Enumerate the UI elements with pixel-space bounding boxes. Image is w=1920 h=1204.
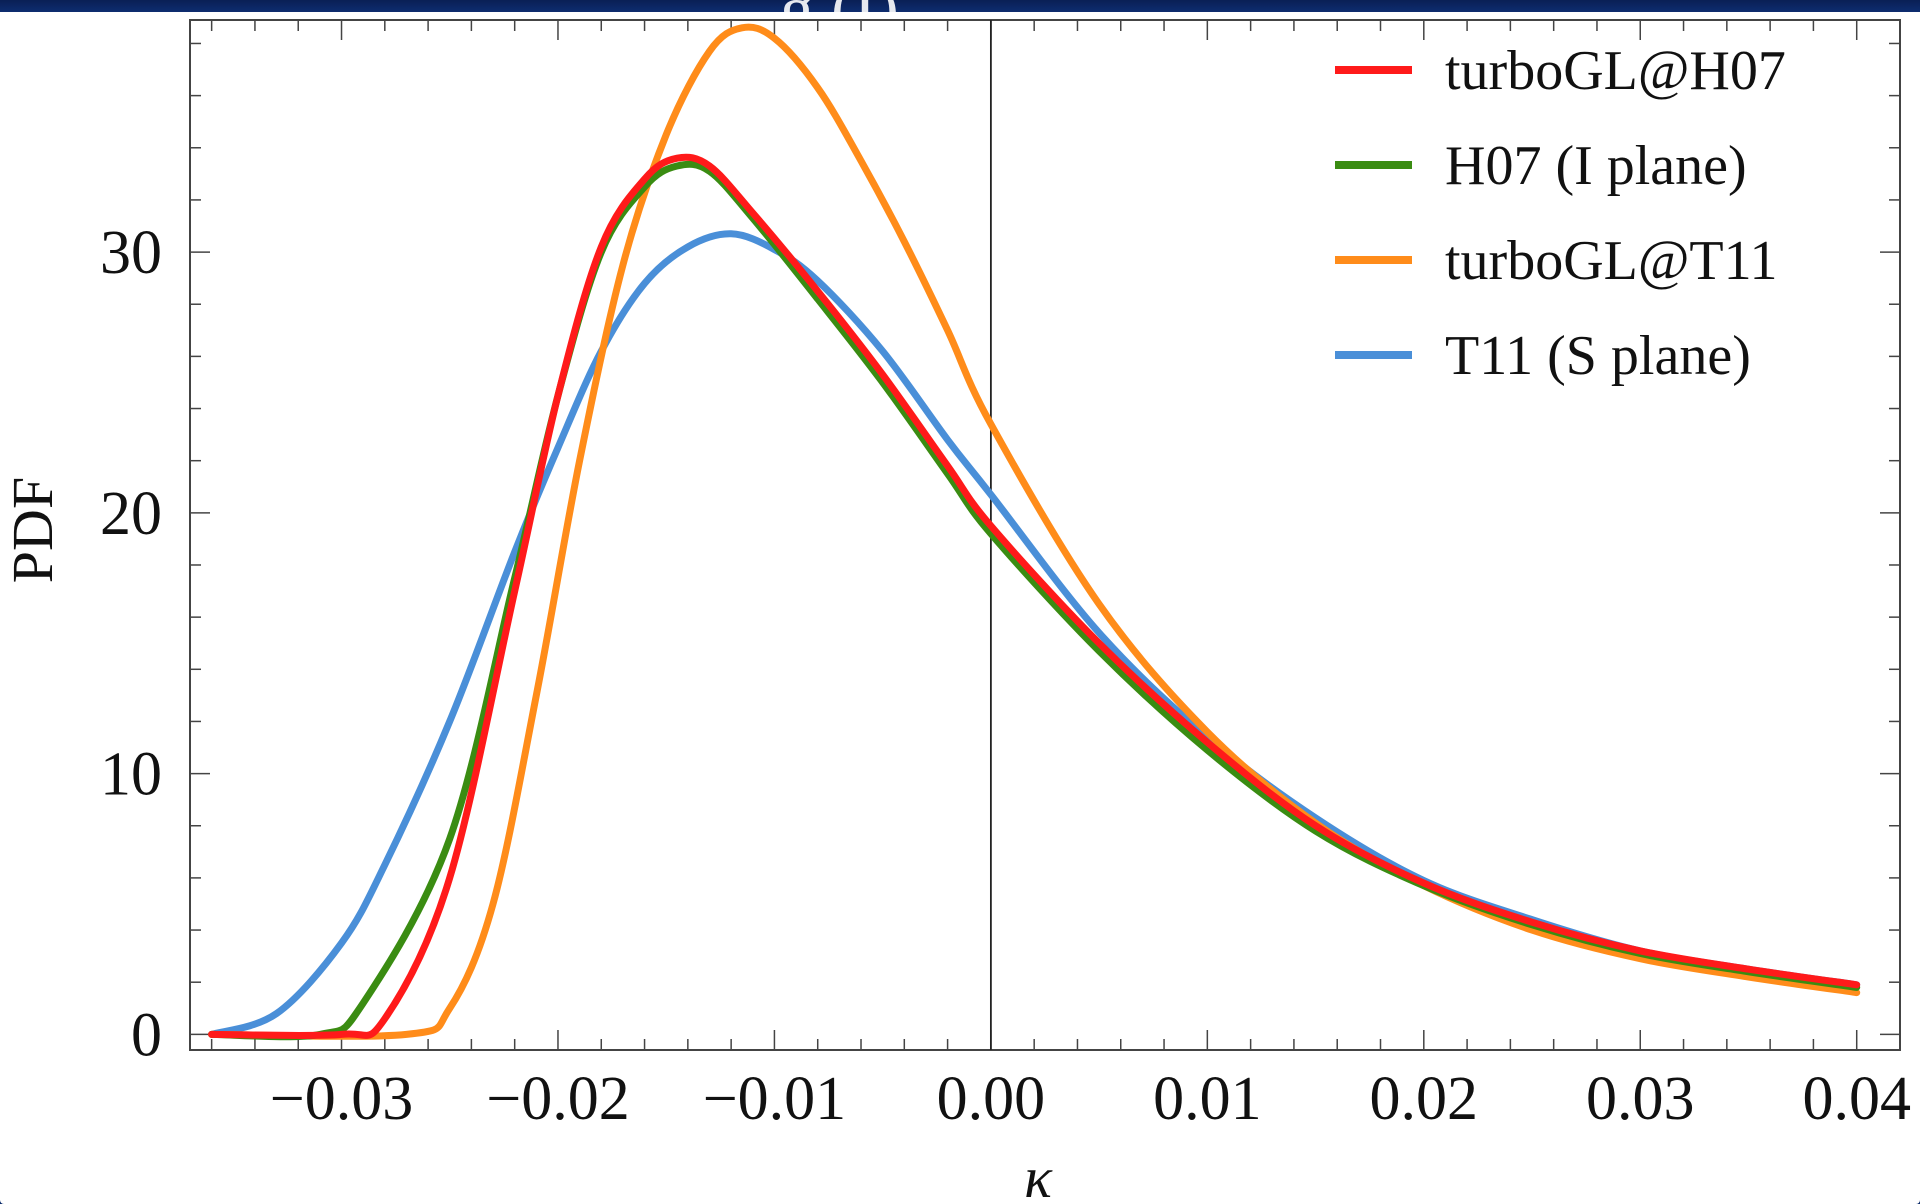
y-tick-label: 30 bbox=[100, 219, 162, 287]
x-tick-label: −0.01 bbox=[703, 1065, 846, 1133]
x-tick-label: 0.00 bbox=[937, 1065, 1046, 1133]
legend-label: turboGL@H07 bbox=[1445, 40, 1786, 102]
y-tick-label: 10 bbox=[100, 741, 162, 809]
series-line-2 bbox=[208, 160, 1861, 1041]
x-tick-label: −0.03 bbox=[270, 1065, 413, 1133]
y-axis-label: PDF bbox=[0, 477, 65, 583]
x-axis-label: κ bbox=[1024, 1145, 1053, 1204]
plot-frame bbox=[189, 19, 1901, 1051]
x-tick-label: 0.02 bbox=[1370, 1065, 1479, 1133]
x-tick-label: 0.03 bbox=[1586, 1065, 1695, 1133]
series-line-1 bbox=[208, 153, 1861, 1040]
pdf-line-chart: −0.03 −0.02 −0.01 0.00 0.01 0.02 0.03 0.04 0 10 2… bbox=[0, 19, 1911, 1204]
series-lines bbox=[208, 23, 1861, 1041]
y-tick-label: 0 bbox=[131, 1001, 162, 1069]
legend-label: T11 (S plane) bbox=[1445, 325, 1751, 387]
x-tick-labels: −0.03 −0.02 −0.01 0.00 0.01 0.02 0.03 0.04 bbox=[270, 1065, 1911, 1133]
chart-panel: −0.03 −0.02 −0.01 0.00 0.01 0.02 0.03 0.04 0 10 2… bbox=[0, 12, 1920, 1204]
axis-ticks bbox=[190, 20, 1900, 1050]
legend-label: H07 (I plane) bbox=[1445, 135, 1747, 197]
x-tick-label: −0.02 bbox=[486, 1065, 629, 1133]
y-tick-labels: 0 10 20 30 bbox=[100, 219, 162, 1069]
plot-border bbox=[189, 19, 1901, 1051]
x-tick-label: 0.01 bbox=[1153, 1065, 1262, 1133]
legend-label: turboGL@T11 bbox=[1445, 230, 1778, 292]
x-tick-label: 0.04 bbox=[1802, 1065, 1911, 1133]
y-tick-label: 20 bbox=[100, 480, 162, 548]
legend: turboGL@H07 H07 (I plane) turboGL@T11 T11 (… bbox=[1335, 40, 1786, 387]
